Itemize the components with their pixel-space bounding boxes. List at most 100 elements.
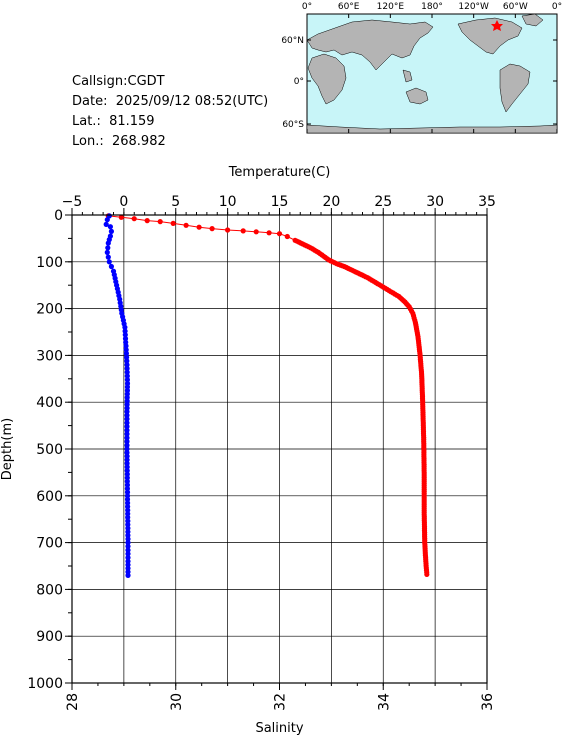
temperature-data-point: [124, 446, 130, 452]
y-tick-label: 500: [36, 442, 63, 458]
salinity-data-point: [266, 230, 272, 236]
map-lon-label: 0°: [552, 2, 562, 12]
temperature-data-point: [124, 475, 130, 481]
temperature-data-point: [123, 347, 129, 353]
map-landmass-2: [405, 87, 429, 105]
latitude-text: Lat.: 81.159: [72, 114, 155, 129]
salinity-data-point: [276, 231, 283, 237]
temperature-data-point: [122, 336, 129, 342]
temperature-data-point: [124, 358, 130, 364]
temperature-data-point: [125, 551, 131, 557]
map-landmass-0: [306, 19, 434, 71]
salinity-data-point: [225, 227, 231, 233]
salinity-data-point: [240, 228, 246, 234]
depth-axis-title: Depth(m): [0, 418, 15, 480]
temperature-data-point: [122, 324, 128, 330]
y-tick-label: 400: [36, 395, 63, 411]
temperature-tick-label: 0: [119, 194, 128, 210]
y-tick-label: 300: [36, 348, 63, 364]
temperature-data-point: [105, 240, 111, 246]
temperature-tick-label: 35: [478, 194, 496, 210]
salinity-data-point: [131, 216, 137, 222]
temperature-data-point: [104, 217, 110, 223]
temperature-data-point: [124, 409, 130, 415]
temperature-data-point: [105, 254, 111, 260]
temperature-data-point: [124, 365, 130, 372]
temperature-data-point: [125, 529, 131, 535]
temperature-data-point: [108, 228, 114, 234]
map-landmass-4: [457, 17, 523, 55]
temperature-data-point: [105, 245, 111, 251]
salinity-data-point: [183, 222, 189, 228]
temperature-data-point: [125, 572, 131, 578]
salinity-data-point: [196, 224, 202, 230]
temperature-data-point: [125, 540, 131, 546]
temperature-data-point: [125, 511, 131, 517]
temperature-tick-label: 10: [219, 194, 237, 210]
temperature-data-point: [124, 438, 130, 445]
salinity-axis-title: Salinity: [255, 721, 303, 736]
salinity-data-point: [284, 233, 290, 240]
salinity-tick-label: 30: [169, 693, 185, 711]
temperature-data-point: [107, 224, 113, 230]
temperature-data-point: [124, 373, 130, 379]
temperature-data-point: [124, 420, 130, 426]
map-lat-label: 0°: [294, 77, 304, 87]
y-tick-label: 600: [36, 489, 63, 505]
plot-frame: [71, 214, 488, 684]
temperature-data-point: [124, 362, 130, 368]
map-lon-label: 120°E: [377, 2, 405, 12]
station-info: Callsign:CGDT Date: 2025/09/12 08:52(UTC…: [72, 72, 268, 152]
temperature-data-point: [124, 354, 130, 360]
map-lon-label: 120°W: [458, 2, 489, 12]
map-landmass-6: [521, 13, 544, 27]
temperature-data-point: [123, 343, 129, 349]
callsign-text: Callsign:CGDT: [72, 74, 165, 89]
temperature-data-point: [124, 457, 130, 463]
temperature-data-point: [123, 350, 129, 357]
temperature-data-point: [125, 536, 131, 542]
temperature-data-point: [125, 525, 131, 531]
date-text: Date: 2025/09/12 08:52(UTC): [72, 94, 269, 109]
temperature-tick-label: 5: [171, 194, 180, 210]
temperature-data-point: [125, 547, 131, 553]
temperature-data-point: [124, 489, 131, 495]
temperature-data-point: [124, 423, 130, 430]
y-tick-label: 700: [36, 536, 63, 552]
y-tick-label: 200: [36, 302, 63, 318]
y-tick-label: 800: [36, 582, 63, 598]
y-tick-label: 0: [54, 208, 63, 224]
y-tick-label: 100: [36, 255, 63, 271]
map-landmass-5: [499, 63, 531, 113]
salinity-data-point: [170, 220, 176, 226]
temperature-tick-label: 15: [271, 194, 289, 210]
temperature-data-point: [125, 555, 131, 561]
temperature-tick-label: 20: [322, 194, 340, 210]
y-tick-label: 900: [36, 629, 63, 645]
longitude-text: Lon.: 268.982: [72, 134, 166, 149]
temperature-tick-label: 30: [426, 194, 444, 210]
temperature-data-point: [104, 249, 110, 255]
temperature-data-point: [125, 500, 131, 506]
temperature-axis-title: Temperature(C): [228, 165, 331, 180]
map-lat-label: 60°N: [281, 36, 304, 46]
salinity-data-point: [253, 229, 259, 235]
temperature-data-point: [124, 412, 130, 418]
y-tick-label: 1000: [27, 676, 63, 692]
temperature-data-point: [122, 328, 128, 334]
map-lon-label: 60°W: [503, 2, 528, 12]
temperature-data-point: [124, 401, 130, 408]
salinity-tick-label: 36: [480, 693, 496, 711]
temperature-data-point: [124, 416, 130, 422]
temperature-data-point: [122, 332, 128, 338]
map-lon-label: 180°: [421, 2, 443, 12]
salinity-data-point: [209, 226, 215, 232]
temperature-data-point: [123, 339, 129, 345]
temperature-data-point: [106, 259, 112, 265]
temperature-data-point: [103, 221, 109, 227]
map-lon-label: 60°E: [338, 2, 360, 12]
temperature-data-point: [124, 431, 130, 437]
map-lon-label: 0°: [302, 2, 312, 12]
